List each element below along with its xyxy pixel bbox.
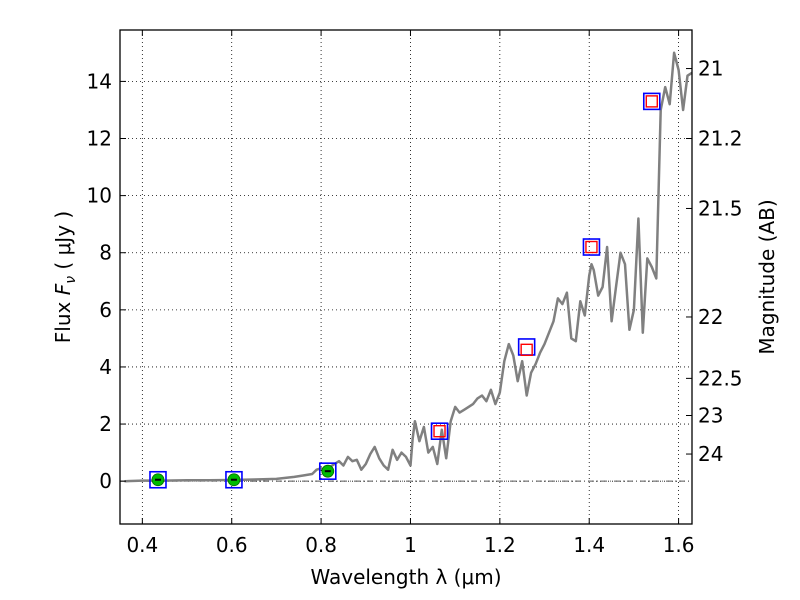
model-square-marker (585, 240, 598, 254)
y-tick-label: 8 (99, 241, 112, 265)
y-tick-label: 0 (99, 469, 112, 493)
y-axis-label-prefix: Flux (51, 295, 75, 343)
mag-tick-label: 21 (698, 57, 723, 81)
y-tick-label: 4 (99, 355, 112, 379)
x-tick-label: 1.2 (484, 533, 516, 557)
mag-tick-label: 21.5 (698, 196, 743, 220)
y-tick-label: 10 (87, 184, 112, 208)
model-square-marker (645, 95, 658, 108)
x-tick-label: 0.4 (126, 533, 158, 557)
filter-square-marker (225, 470, 243, 489)
filter-square-marker (642, 92, 661, 111)
mag-tick-label: 22.5 (698, 366, 743, 390)
x-tick-label: 0.6 (216, 533, 248, 557)
filter-square-marker (430, 422, 449, 440)
model-square-marker (520, 343, 533, 357)
y-axis-label-symbol: F (51, 283, 75, 295)
mag-tick-label: 21.2 (698, 127, 743, 151)
mag-tick-label: 22 (698, 305, 723, 329)
mag-tick-label: 24 (698, 442, 723, 466)
plot-area (120, 30, 692, 524)
x-tick-label: 0.8 (305, 533, 337, 557)
plot-frame (119, 29, 693, 525)
x-tick-label: 1.4 (573, 533, 605, 557)
y-tick-label: 12 (87, 127, 112, 151)
x-tick-label: 1 (404, 533, 417, 557)
series-layer (124, 51, 693, 489)
x-tick-label: 1.6 (663, 533, 695, 557)
filter-square-marker (318, 462, 337, 480)
y-axis-label: Flux Fν ( μJy ) (51, 211, 79, 343)
spectrum-line (124, 51, 693, 483)
y-tick-label: 14 (87, 69, 112, 93)
y-tick-label: 6 (99, 298, 112, 322)
right-axis-label: Magnitude (AB) (755, 199, 779, 354)
ticks: 0.4 0.6 0.8 1 1.2 1.4 1.6024681012142121.221.5… (87, 30, 743, 557)
filter-square-marker (149, 470, 167, 489)
y-axis-label-suffix: ( μJy ) (51, 211, 75, 276)
filter-square-marker (582, 238, 601, 256)
y-axis-label-subscript: ν (63, 276, 79, 284)
mag-tick-label: 23 (698, 403, 723, 427)
model-square-marker (433, 424, 446, 438)
y-tick-label: 2 (99, 412, 112, 436)
x-axis-label: Wavelength λ (μm) (310, 565, 501, 589)
